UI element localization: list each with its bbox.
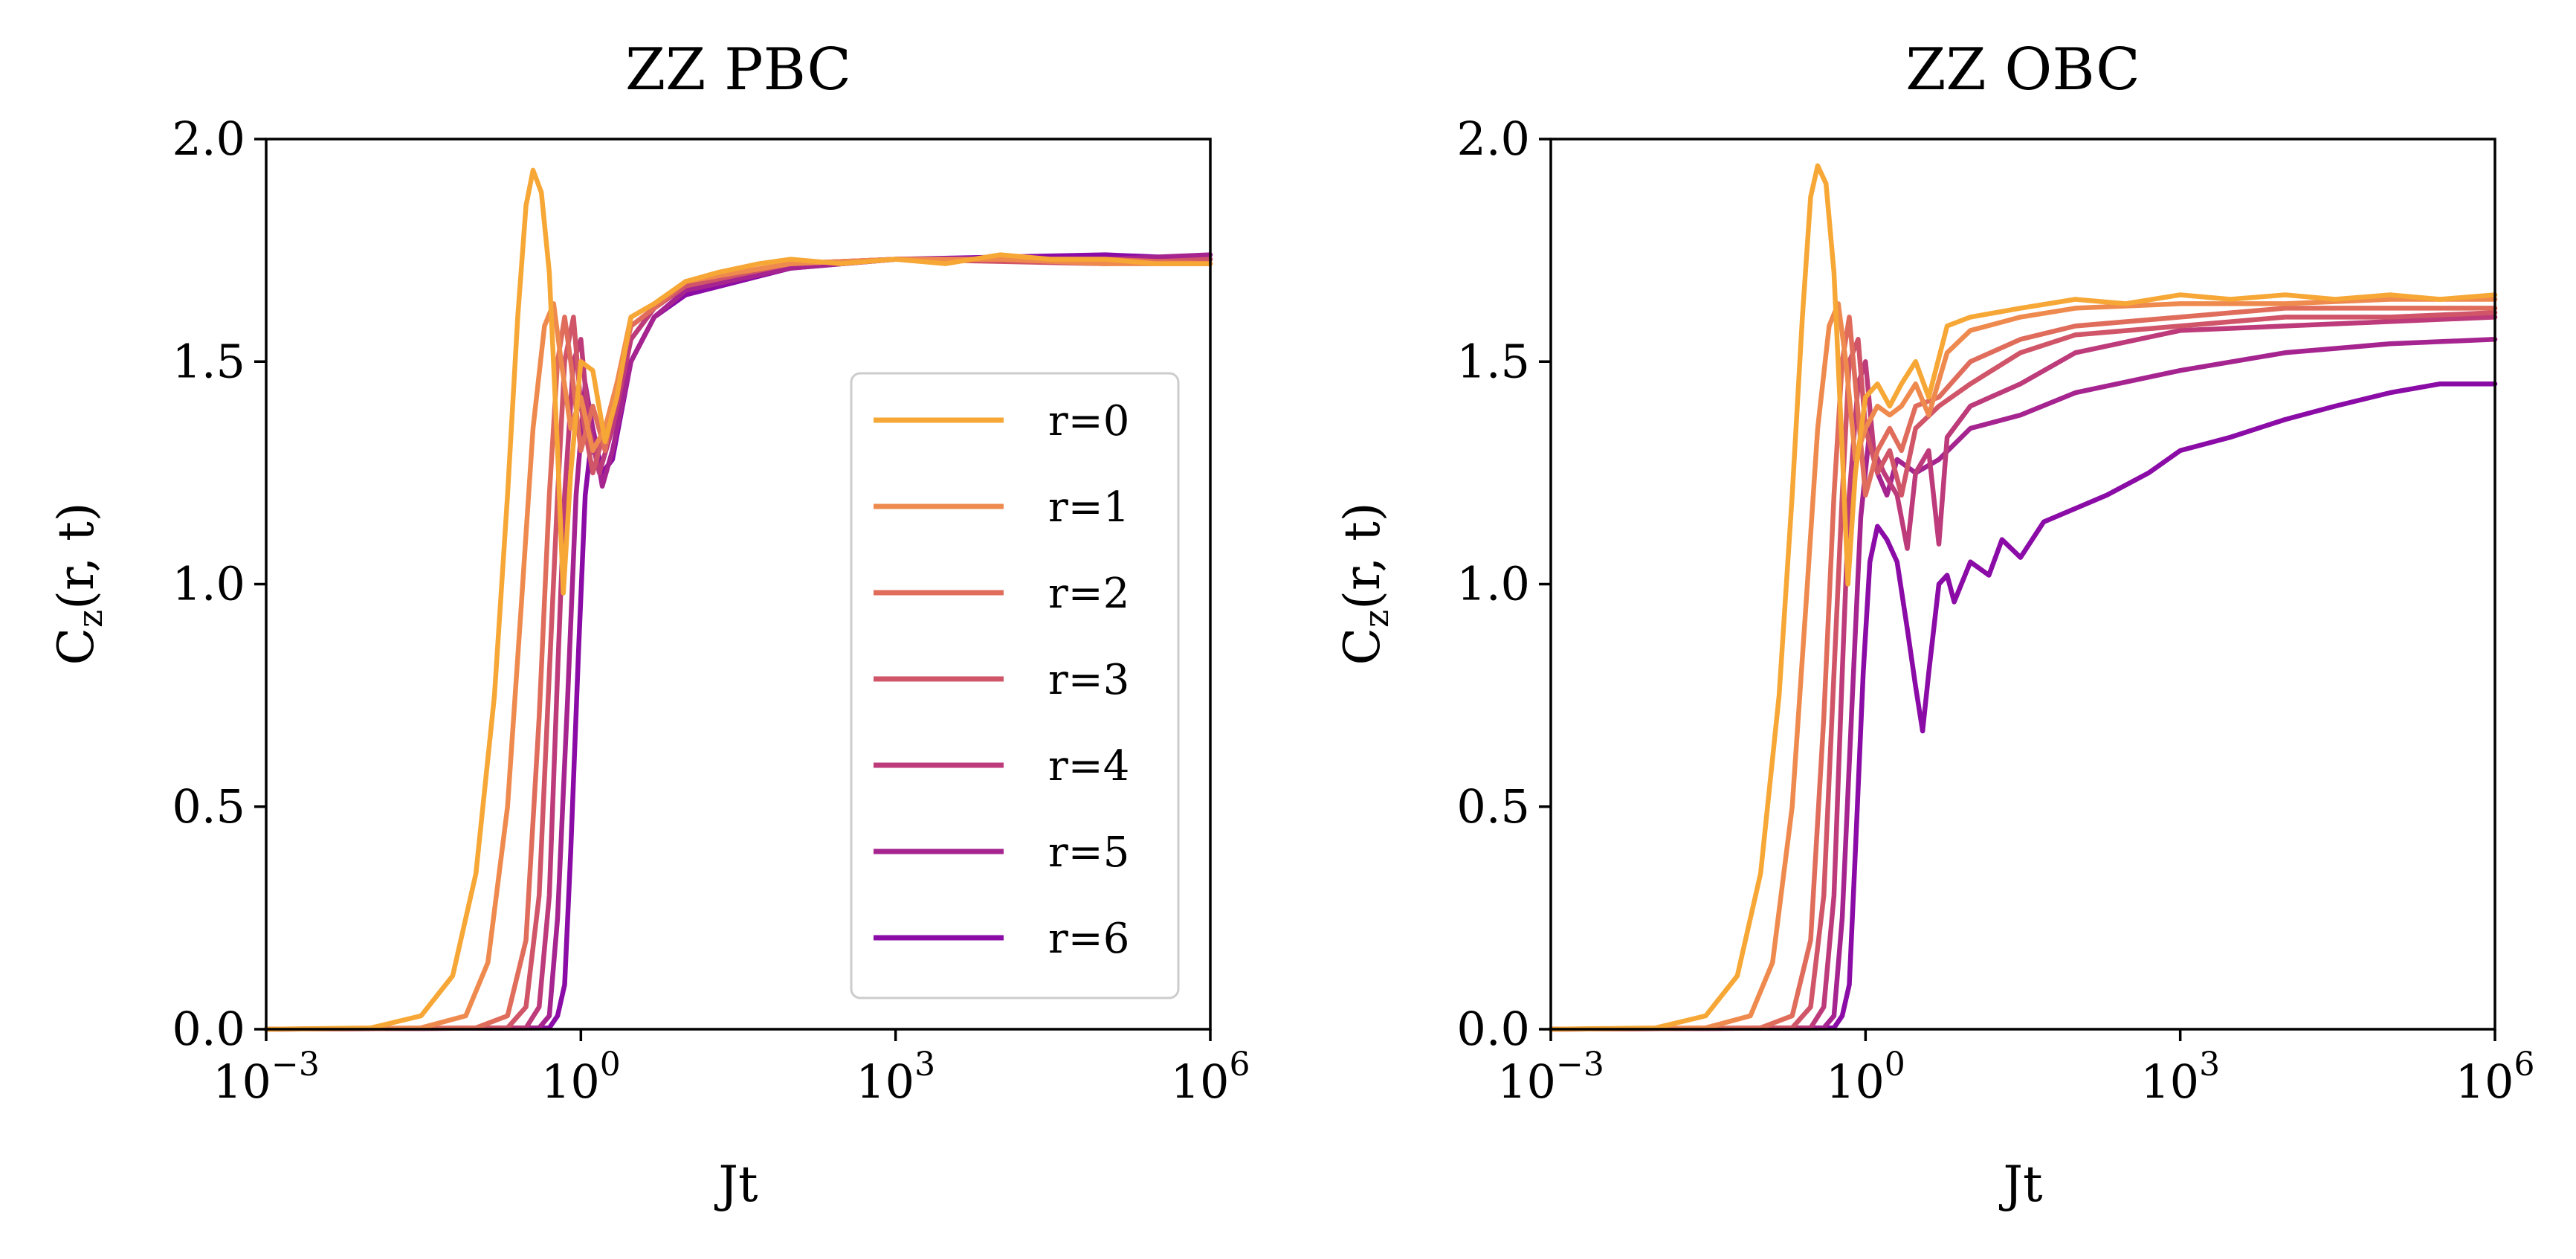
plot-lines bbox=[1548, 163, 2498, 1032]
series-line-r-0 bbox=[263, 167, 1213, 1032]
series-line-r-6 bbox=[1548, 381, 2498, 1032]
y-tick-label: 0.5 bbox=[1456, 779, 1530, 834]
series-line-r-3 bbox=[1548, 310, 2498, 1032]
legend: r=0 r=1 r=2 r=3 r=4 r=5 r=6 bbox=[850, 372, 1180, 999]
plot-lines bbox=[263, 167, 1213, 1032]
legend-label: r=2 bbox=[1048, 570, 1129, 618]
y-axis-label: Cz(r, t) bbox=[48, 502, 110, 665]
x-tick-label: 10−3 bbox=[1497, 1046, 1604, 1109]
legend-label: r=4 bbox=[1048, 742, 1129, 791]
y-tick-label: 1.0 bbox=[1456, 557, 1530, 611]
chart-panel-pbc: ZZ PBC 10−3 100 103 106 0.0 0.5 1.0 1.5 2.0 Jt C… bbox=[48, 36, 1250, 1213]
series-line-r-1 bbox=[1548, 297, 2498, 1032]
series-line-r-5 bbox=[263, 252, 1213, 1032]
chart-panel-obc: ZZ OBC 10−3 100 103 106 0.0 0.5 1.0 1.5 2.0 Jt C… bbox=[1334, 36, 2534, 1213]
chart-title: ZZ OBC bbox=[1905, 36, 2140, 103]
x-tick-label: 100 bbox=[1826, 1046, 1905, 1109]
legend-label: r=3 bbox=[1048, 656, 1129, 704]
y-tick-label: 2.0 bbox=[1456, 112, 1530, 166]
axis-ticks: 10−3 100 103 106 0.0 0.5 1.0 1.5 2.0 bbox=[172, 112, 1250, 1109]
y-tick-label: 1.5 bbox=[1456, 334, 1530, 388]
y-tick-label: 0.0 bbox=[1456, 1002, 1530, 1056]
axes-frame bbox=[265, 138, 1212, 1031]
y-axis-label: Cz(r, t) bbox=[1334, 502, 1396, 665]
series-line-r-4 bbox=[1548, 315, 2498, 1032]
series-line-r-2 bbox=[1548, 306, 2498, 1032]
series-line-r-5 bbox=[1548, 337, 2498, 1032]
x-tick-label: 100 bbox=[541, 1046, 621, 1109]
x-tick-label: 103 bbox=[856, 1046, 935, 1109]
legend-label: r=0 bbox=[1048, 397, 1129, 445]
legend-label: r=5 bbox=[1048, 828, 1129, 877]
y-tick-label: 2.0 bbox=[172, 112, 245, 166]
y-tick-label: 1.0 bbox=[172, 557, 245, 611]
x-tick-label: 10−3 bbox=[213, 1046, 320, 1109]
y-tick-label: 0.5 bbox=[172, 779, 245, 834]
x-tick-label: 106 bbox=[1171, 1046, 1250, 1109]
y-tick-label: 0.0 bbox=[172, 1002, 245, 1056]
x-tick-label: 103 bbox=[2140, 1046, 2220, 1109]
chart-title: ZZ PBC bbox=[625, 36, 851, 103]
x-tick-label: 106 bbox=[2456, 1046, 2535, 1109]
legend-label: r=6 bbox=[1048, 915, 1129, 963]
axes-frame bbox=[1549, 138, 2496, 1031]
series-line-r-0 bbox=[1548, 163, 2498, 1032]
x-axis-label: Jt bbox=[714, 1156, 758, 1213]
legend-label: r=1 bbox=[1048, 483, 1129, 532]
y-tick-label: 1.5 bbox=[172, 334, 245, 388]
x-axis-label: Jt bbox=[1999, 1156, 2043, 1213]
legend-box bbox=[850, 372, 1180, 999]
axis-ticks: 10−3 100 103 106 0.0 0.5 1.0 1.5 2.0 bbox=[1456, 112, 2534, 1109]
